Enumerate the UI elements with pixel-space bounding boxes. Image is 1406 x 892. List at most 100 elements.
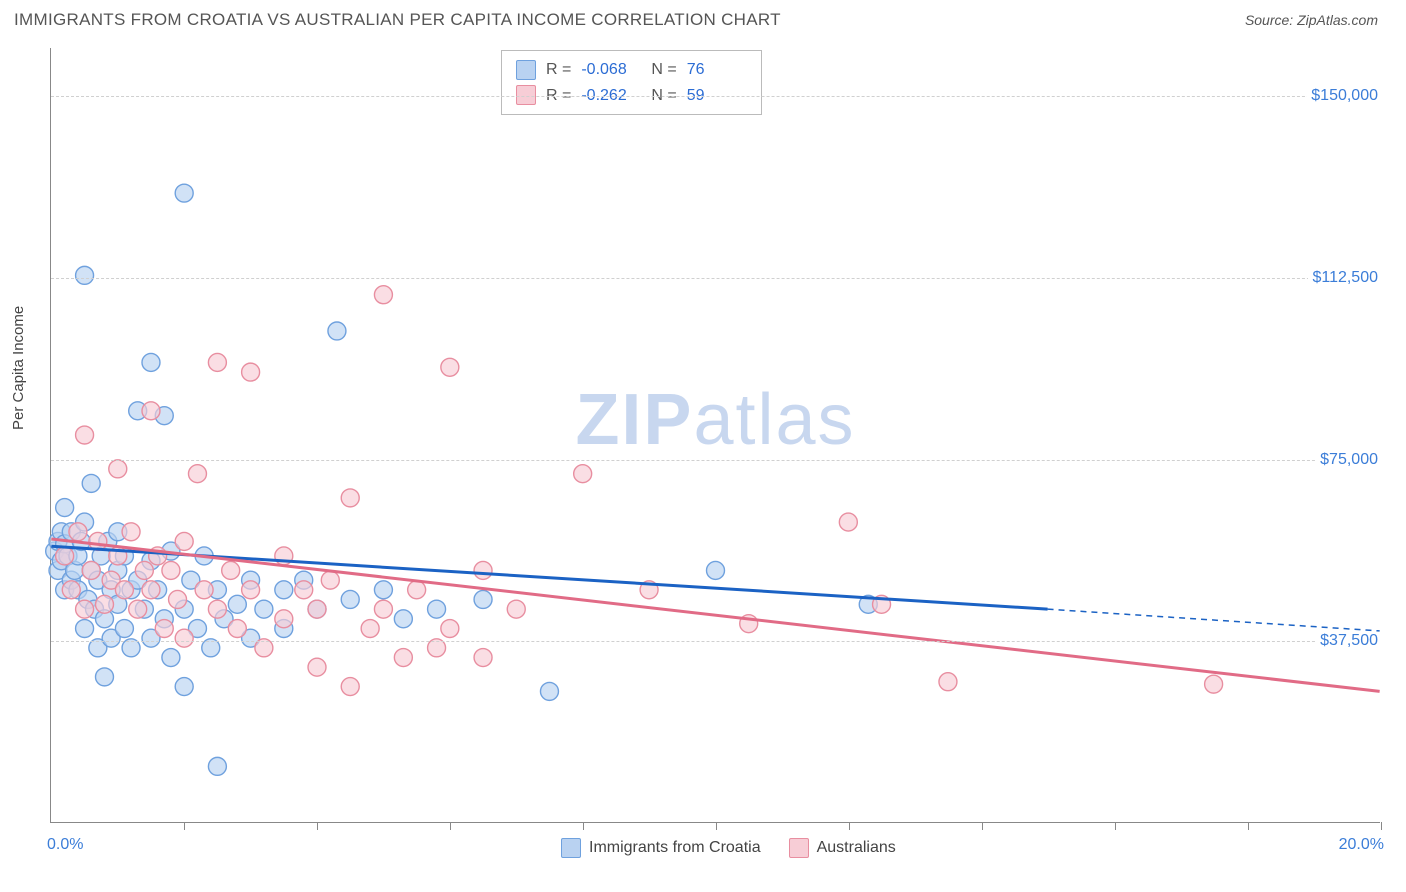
data-point-australians: [441, 620, 459, 638]
data-point-australians: [441, 358, 459, 376]
x-tick: [1381, 822, 1382, 830]
stat-r-value-australians: -0.262: [581, 83, 641, 109]
data-point-croatia: [162, 649, 180, 667]
data-point-australians: [321, 571, 339, 589]
data-point-australians: [135, 561, 153, 579]
data-point-croatia: [142, 353, 160, 371]
data-point-australians: [109, 460, 127, 478]
data-point-croatia: [56, 499, 74, 517]
gridline: [51, 278, 1380, 279]
data-point-australians: [308, 600, 326, 618]
data-point-australians: [374, 286, 392, 304]
data-point-croatia: [341, 590, 359, 608]
data-point-australians: [56, 547, 74, 565]
data-point-australians: [69, 523, 87, 541]
data-point-croatia: [175, 184, 193, 202]
data-point-australians: [129, 600, 147, 618]
x-tick: [583, 822, 584, 830]
data-point-croatia: [275, 581, 293, 599]
data-point-australians: [175, 532, 193, 550]
data-point-croatia: [374, 581, 392, 599]
data-point-australians: [228, 620, 246, 638]
data-point-australians: [162, 561, 180, 579]
gridline: [51, 460, 1380, 461]
data-point-australians: [1205, 675, 1223, 693]
stat-r-label: R =: [546, 57, 571, 83]
stat-n-label: N =: [651, 57, 676, 83]
data-point-australians: [169, 590, 187, 608]
data-point-australians: [474, 649, 492, 667]
data-point-australians: [142, 402, 160, 420]
series-legend: Immigrants from Croatia Australians: [561, 838, 896, 858]
data-point-croatia: [540, 682, 558, 700]
x-tick: [184, 822, 185, 830]
data-point-australians: [195, 581, 213, 599]
stat-n-value-australians: 59: [687, 83, 747, 109]
gridline: [51, 641, 1380, 642]
source-prefix: Source:: [1245, 12, 1297, 28]
data-point-australians: [208, 353, 226, 371]
data-point-croatia: [76, 620, 94, 638]
data-point-australians: [122, 523, 140, 541]
data-point-australians: [408, 581, 426, 599]
chart-plot-area: ZIPatlas R =-0.068N =76R =-0.262N =59 0.…: [50, 48, 1380, 823]
stat-r-value-croatia: -0.068: [581, 57, 641, 83]
data-point-croatia: [115, 620, 133, 638]
data-point-australians: [175, 629, 193, 647]
data-point-croatia: [428, 600, 446, 618]
y-tick-label: $75,000: [1316, 451, 1382, 469]
data-point-croatia: [96, 668, 114, 686]
legend-label-croatia: Immigrants from Croatia: [589, 839, 761, 857]
data-point-australians: [242, 363, 260, 381]
x-tick: [317, 822, 318, 830]
data-point-australians: [374, 600, 392, 618]
data-point-australians: [82, 561, 100, 579]
x-axis-min-label: 0.0%: [47, 836, 83, 854]
legend-label-australians: Australians: [817, 839, 896, 857]
x-tick: [716, 822, 717, 830]
y-tick-label: $37,500: [1316, 632, 1382, 650]
data-point-australians: [474, 561, 492, 579]
x-tick: [1115, 822, 1116, 830]
legend-swatch-croatia: [516, 60, 536, 80]
data-point-australians: [361, 620, 379, 638]
data-point-croatia: [707, 561, 725, 579]
legend-swatch-croatia: [561, 838, 581, 858]
legend-item-australians: Australians: [789, 838, 896, 858]
source-name: ZipAtlas.com: [1297, 12, 1378, 28]
stat-n-value-croatia: 76: [687, 57, 747, 83]
data-point-australians: [155, 620, 173, 638]
data-point-australians: [62, 581, 80, 599]
data-point-croatia: [76, 266, 94, 284]
data-point-australians: [341, 489, 359, 507]
data-point-australians: [208, 600, 226, 618]
data-point-croatia: [175, 678, 193, 696]
legend-swatch-australians: [789, 838, 809, 858]
data-point-australians: [394, 649, 412, 667]
data-point-australians: [242, 581, 260, 599]
scatter-svg: [51, 48, 1380, 822]
x-tick: [982, 822, 983, 830]
data-point-australians: [222, 561, 240, 579]
trendline-extrapolation-croatia: [1048, 609, 1380, 631]
source-attribution: Source: ZipAtlas.com: [1245, 12, 1378, 28]
data-point-australians: [115, 581, 133, 599]
x-tick: [849, 822, 850, 830]
data-point-croatia: [255, 600, 273, 618]
stat-n-label: N =: [651, 83, 676, 109]
legend-swatch-australians: [516, 85, 536, 105]
data-point-australians: [574, 465, 592, 483]
x-tick: [450, 822, 451, 830]
data-point-australians: [507, 600, 525, 618]
stats-row-croatia: R = -0.068 N = 76: [516, 57, 747, 83]
data-point-australians: [295, 581, 313, 599]
y-tick-label: $112,500: [1308, 269, 1382, 287]
data-point-australians: [142, 581, 160, 599]
stats-row-australians: R =-0.262N =59: [516, 83, 747, 109]
gridline: [51, 96, 1380, 97]
y-axis-title: Per Capita Income: [10, 306, 27, 430]
data-point-australians: [341, 678, 359, 696]
data-point-australians: [96, 595, 114, 613]
data-point-australians: [188, 465, 206, 483]
data-point-croatia: [474, 590, 492, 608]
